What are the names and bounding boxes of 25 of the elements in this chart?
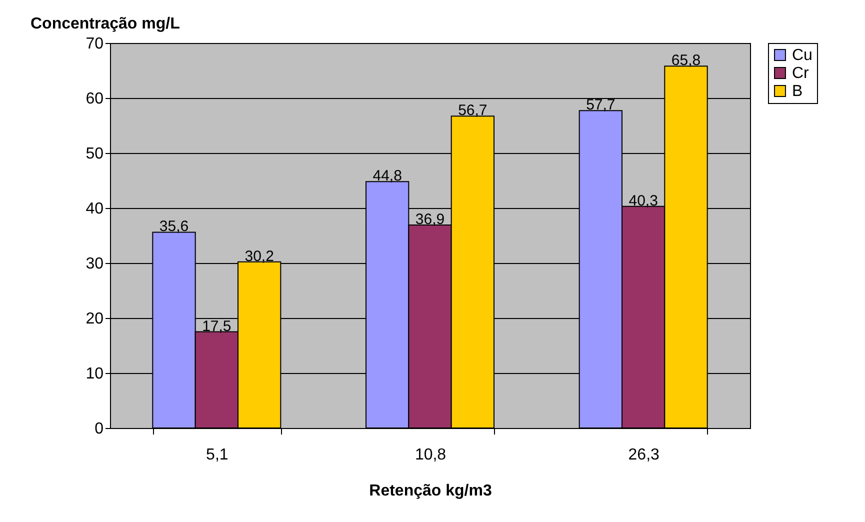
x-axis-title: Retenção kg/m3	[369, 482, 492, 500]
data-label: 57,7	[586, 96, 616, 114]
x-tick-label: 5,1	[206, 446, 228, 464]
y-tick-label: 70	[86, 36, 104, 52]
y-tick-label: 40	[86, 200, 104, 218]
legend-label: Cu	[792, 47, 812, 64]
data-label: 30,2	[244, 248, 274, 265]
y-tick-label: 10	[86, 366, 104, 382]
data-label: 40,3	[628, 192, 658, 210]
legend-label: B	[792, 83, 803, 100]
data-label: 56,7	[458, 102, 488, 120]
data-label: 17,5	[202, 318, 232, 335]
y-axis-title: Concentração mg/L	[30, 16, 180, 32]
y-tick-label: 30	[86, 256, 104, 272]
y-tick-label: 20	[86, 310, 104, 328]
data-label: 65,8	[671, 52, 701, 70]
y-tick-label: 60	[86, 90, 104, 108]
legend-label: Cr	[792, 65, 810, 82]
y-tick-label: 50	[86, 146, 104, 162]
data-label: 35,6	[159, 218, 189, 236]
x-tick-label: 10,8	[414, 446, 446, 464]
x-tick-label: 26,3	[628, 446, 660, 464]
y-tick-label: 0	[94, 420, 104, 438]
data-label: 44,8	[372, 168, 402, 185]
data-label: 36,9	[415, 211, 445, 228]
